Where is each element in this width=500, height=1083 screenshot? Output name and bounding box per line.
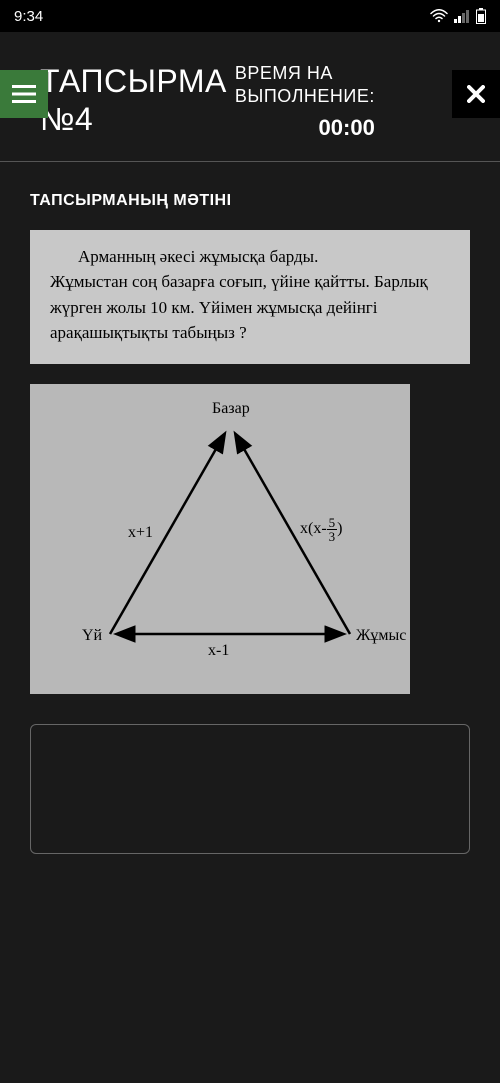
battery-icon [476,8,486,24]
app-header: ТАПСЫРМА №4 ВРЕМЯ НА ВЫПОЛНЕНИЕ: 00:00 [0,32,500,162]
vertex-left-label: Үй [82,627,102,645]
signal-icon [454,9,470,23]
header-content: ТАПСЫРМА №4 ВРЕМЯ НА ВЫПОЛНЕНИЕ: 00:00 [20,62,480,141]
timer-value: 00:00 [235,115,375,141]
edge-left-label: x+1 [128,524,153,542]
problem-text: Арманның әкесі жұмысқа барды. Жұмыстан с… [30,230,470,364]
timer-label-line1: ВРЕМЯ НА [235,63,333,83]
vertex-right-label: Жұмыс [356,627,406,645]
hamburger-icon [12,85,36,103]
section-title: ТАПСЫРМАНЫҢ МӘТІНІ [30,192,470,210]
task-title: ТАПСЫРМА №4 [40,62,227,139]
vertex-top-label: Базар [212,400,250,418]
problem-rest: Жұмыстан соң базарға соғып, үйіне қайтты… [50,269,450,346]
triangle-diagram: Базар Үй Жұмыс x+1 x-1 x(x-53) [30,384,410,694]
timer-label-line2: ВЫПОЛНЕНИЕ: [235,86,375,106]
close-icon [467,85,485,103]
wifi-icon [430,9,448,23]
task-title-line1: ТАПСЫРМА [40,63,227,99]
edge-bottom-label: x-1 [208,642,229,660]
status-bar: 9:34 [0,0,500,32]
answer-input[interactable] [30,724,470,854]
menu-button[interactable] [0,70,48,118]
edge-right-label: x(x-53) [300,516,342,543]
timer-section: ВРЕМЯ НА ВЫПОЛНЕНИЕ: 00:00 [235,62,375,141]
content-area: ТАПСЫРМАНЫҢ МӘТІНІ Арманның әкесі жұмысқ… [0,162,500,874]
timer-label: ВРЕМЯ НА ВЫПОЛНЕНИЕ: [235,62,375,109]
status-time: 9:34 [14,8,43,25]
close-button[interactable] [452,70,500,118]
status-icons [430,8,486,24]
problem-line1: Арманның әкесі жұмысқа барды. [50,244,450,270]
